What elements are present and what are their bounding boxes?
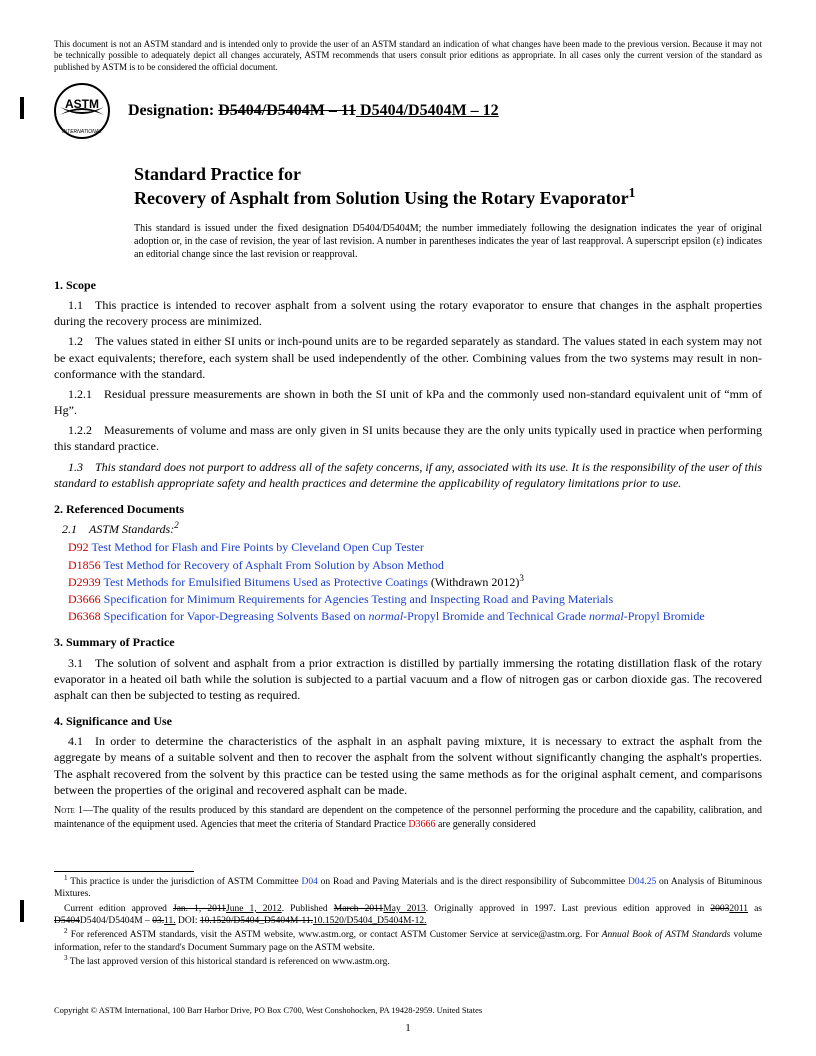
footnote-2: 2 For referenced ASTM standards, visit t…: [54, 929, 762, 954]
summary-heading: 3. Summary of Practice: [54, 634, 762, 650]
footnote-1: 1 This practice is under the jurisdictio…: [54, 876, 762, 901]
footnote-separator: [54, 871, 194, 872]
note-label: Note 1—: [54, 805, 93, 816]
ref-code[interactable]: D92: [68, 540, 89, 554]
ref-code-inline[interactable]: D3666: [408, 819, 435, 830]
change-bar-icon: [20, 97, 24, 119]
footnote-1-edition: Current edition approved Jan. 1, 2011Jun…: [54, 903, 762, 928]
para-1-2: 1.2 The values stated in either SI units…: [54, 333, 762, 382]
para-1-2-2: 1.2.2 Measurements of volume and mass ar…: [54, 422, 762, 454]
ref-code[interactable]: D6368: [68, 609, 101, 623]
disclaimer-text: This document is not an ASTM standard an…: [54, 39, 762, 73]
refdocs-sub: 2.1 ASTM Standards:2: [62, 521, 762, 537]
ref-d2939: D2939 Test Methods for Emulsified Bitume…: [68, 574, 762, 590]
page-number: 1: [0, 1021, 816, 1036]
para-1-1: 1.1 This practice is intended to recover…: [54, 297, 762, 329]
footnote-3: 3 The last approved version of this hist…: [54, 956, 762, 968]
ref-d92: D92 Test Method for Flash and Fire Point…: [68, 539, 762, 555]
ref-link[interactable]: D04.25: [628, 877, 656, 887]
copyright: Copyright © ASTM International, 100 Barr…: [54, 1005, 482, 1016]
ref-code[interactable]: D3666: [68, 592, 101, 606]
astm-logo: ASTM INTERNATIONAL: [54, 83, 110, 139]
ref-code[interactable]: D2939: [68, 575, 101, 589]
ref-d1856: D1856 Test Method for Recovery of Asphal…: [68, 557, 762, 573]
designation-label: Designation:: [128, 102, 218, 119]
ref-link[interactable]: D04: [301, 877, 317, 887]
designation-old: D5404/D5404M – 11: [218, 102, 356, 119]
designation: Designation: D5404/D5404M – 11 D5404/D54…: [128, 100, 499, 122]
ref-d6368: D6368 Specification for Vapor-Degreasing…: [68, 608, 762, 624]
ref-suffix: (Withdrawn 2012): [428, 575, 520, 589]
ref-title[interactable]: Test Method for Flash and Fire Points by…: [89, 540, 424, 554]
svg-text:ASTM: ASTM: [65, 97, 99, 111]
footnotes: 1 This practice is under the jurisdictio…: [54, 876, 762, 968]
note-1: Note 1—The quality of the results produc…: [54, 804, 762, 831]
ref-code[interactable]: D1856: [68, 558, 101, 572]
change-bar-icon: [20, 900, 24, 922]
refdocs-heading: 2. Referenced Documents: [54, 501, 762, 517]
para-3-1: 3.1 The solution of solvent and asphalt …: [54, 655, 762, 704]
title-line-1: Standard Practice for: [134, 163, 762, 186]
header-row: ASTM INTERNATIONAL Designation: D5404/D5…: [54, 83, 762, 139]
ref-title[interactable]: Test Method for Recovery of Asphalt From…: [101, 558, 444, 572]
significance-heading: 4. Significance and Use: [54, 713, 762, 729]
issuance-note: This standard is issued under the fixed …: [134, 222, 762, 261]
para-4-1: 4.1 In order to determine the characteri…: [54, 733, 762, 798]
ref-title[interactable]: Specification for Minimum Requirements f…: [101, 592, 614, 606]
ref-title[interactable]: Test Methods for Emulsified Bitumens Use…: [101, 575, 428, 589]
designation-new: D5404/D5404M – 12: [356, 102, 499, 119]
ref-d3666: D3666 Specification for Minimum Requirem…: [68, 591, 762, 607]
para-1-2-1: 1.2.1 Residual pressure measurements are…: [54, 386, 762, 418]
title-block: Standard Practice for Recovery of Asphal…: [134, 163, 762, 210]
para-1-3: 1.3 This standard does not purport to ad…: [54, 459, 762, 491]
svg-text:INTERNATIONAL: INTERNATIONAL: [62, 129, 102, 135]
scope-heading: 1. Scope: [54, 277, 762, 293]
title-line-2: Recovery of Asphalt from Solution Using …: [134, 187, 762, 210]
ref-title[interactable]: Specification for Vapor-Degreasing Solve…: [101, 609, 705, 623]
